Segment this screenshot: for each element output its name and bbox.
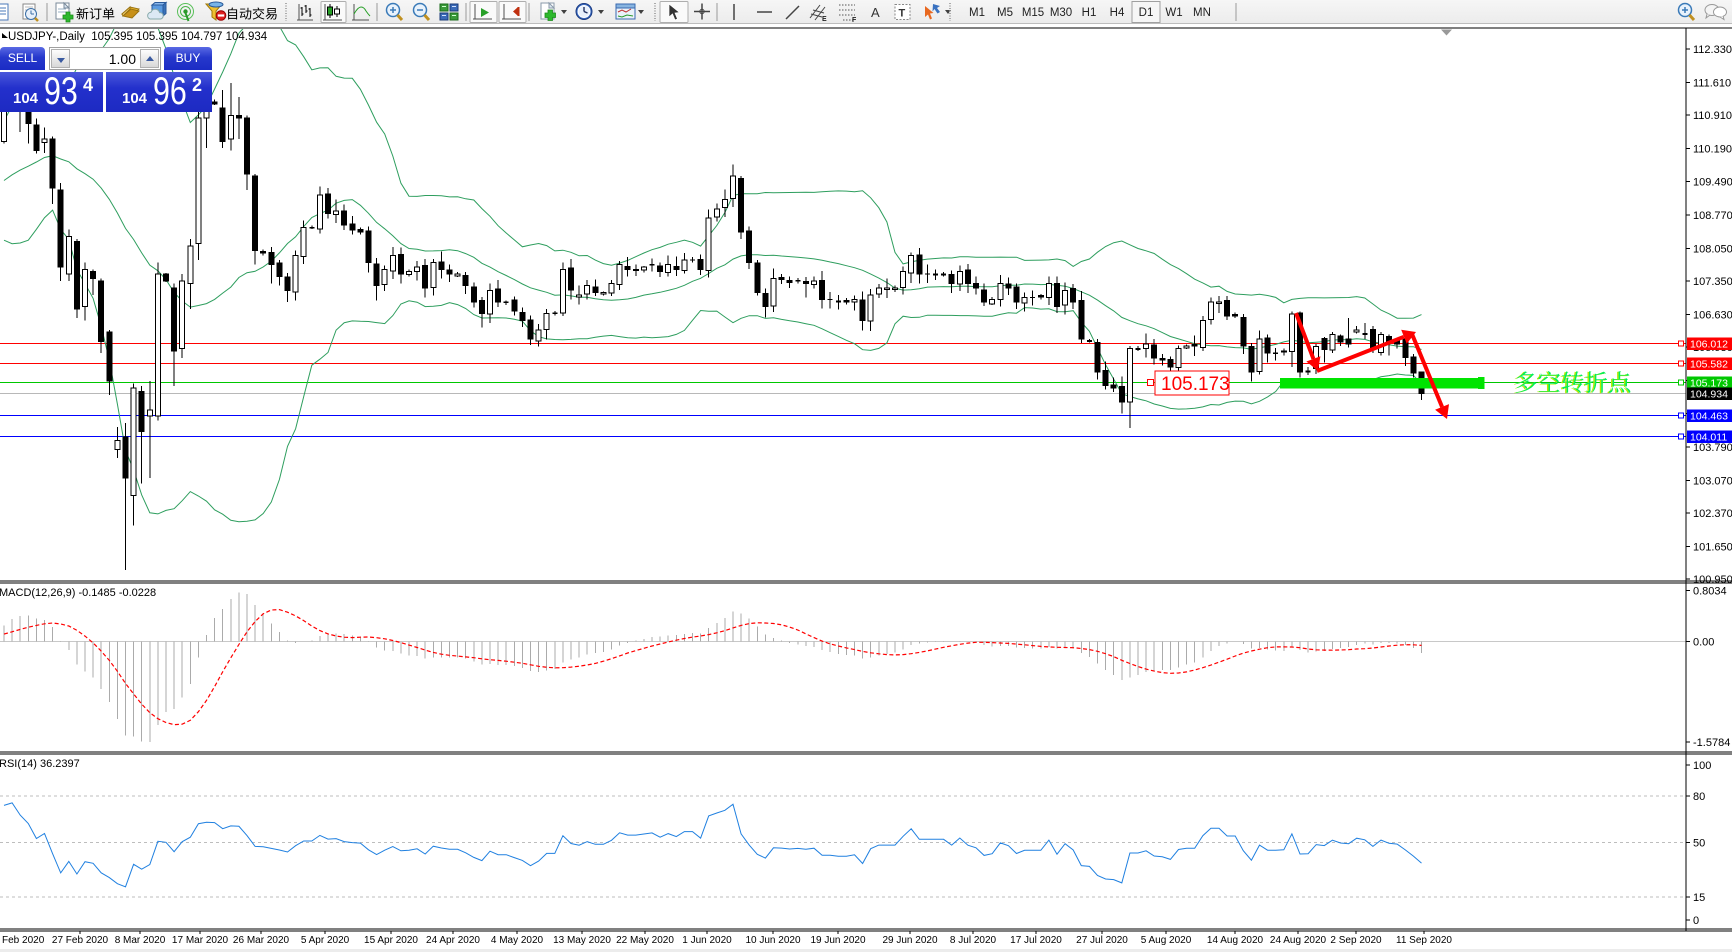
svg-text:107.350: 107.350 (1693, 276, 1732, 288)
svg-text:MACD(12,26,9) -0.1485 -0.0228: MACD(12,26,9) -0.1485 -0.0228 (0, 587, 156, 599)
svg-text:109.490: 109.490 (1693, 176, 1732, 188)
svg-text:M5: M5 (997, 7, 1013, 19)
svg-text:105.582: 105.582 (1690, 358, 1728, 370)
svg-text:26 Mar 2020: 26 Mar 2020 (233, 935, 290, 946)
svg-text:15: 15 (1693, 892, 1705, 904)
svg-text:112.330: 112.330 (1693, 44, 1732, 56)
svg-text:110.190: 110.190 (1693, 144, 1732, 156)
svg-text:108.050: 108.050 (1693, 243, 1732, 255)
svg-text:110.910: 110.910 (1693, 110, 1732, 122)
svg-text:A: A (871, 5, 880, 20)
svg-text:F: F (852, 17, 857, 24)
svg-text:MN: MN (1193, 7, 1211, 19)
svg-text:2 Sep 2020: 2 Sep 2020 (1330, 935, 1382, 946)
svg-text:103.790: 103.790 (1693, 442, 1732, 454)
svg-text:5 Aug 2020: 5 Aug 2020 (1141, 935, 1192, 946)
svg-text:1 Jun 2020: 1 Jun 2020 (682, 935, 732, 946)
svg-text:H1: H1 (1082, 7, 1097, 19)
svg-text:104.011: 104.011 (1690, 432, 1727, 444)
svg-text:8 Mar 2020: 8 Mar 2020 (115, 935, 166, 946)
svg-text:4 May 2020: 4 May 2020 (491, 935, 544, 946)
svg-text:RSI(14) 36.2397: RSI(14) 36.2397 (0, 758, 80, 770)
svg-text:105.173: 105.173 (1690, 377, 1728, 389)
svg-text:111.610: 111.610 (1693, 78, 1731, 90)
svg-text:27 Jul 2020: 27 Jul 2020 (1076, 935, 1128, 946)
svg-text:10 Jun 2020: 10 Jun 2020 (745, 935, 800, 946)
svg-text:80: 80 (1693, 791, 1705, 803)
svg-text:103.070: 103.070 (1693, 475, 1732, 487)
svg-text:M30: M30 (1050, 7, 1072, 19)
svg-text:101.650: 101.650 (1693, 542, 1732, 554)
svg-text:17 Mar 2020: 17 Mar 2020 (172, 935, 229, 946)
svg-text:Feb 2020: Feb 2020 (2, 935, 45, 946)
svg-text:105.173: 105.173 (1161, 374, 1230, 395)
svg-text:E: E (822, 16, 827, 23)
svg-text:24 Aug 2020: 24 Aug 2020 (1270, 935, 1327, 946)
svg-text:M15: M15 (1022, 7, 1044, 19)
svg-text:27 Feb 2020: 27 Feb 2020 (52, 935, 109, 946)
svg-text:106.012: 106.012 (1690, 338, 1728, 350)
svg-text:15 Apr 2020: 15 Apr 2020 (364, 935, 418, 946)
svg-text:106.630: 106.630 (1693, 310, 1732, 322)
svg-text:108.770: 108.770 (1693, 210, 1732, 222)
svg-text:W1: W1 (1165, 7, 1182, 19)
svg-text:M1: M1 (969, 7, 985, 19)
svg-text:USDJPY-,Daily 105.395 105.395: USDJPY-,Daily 105.395 105.395 104.797 10… (8, 31, 268, 43)
svg-text:0.8034: 0.8034 (1693, 586, 1727, 598)
svg-text:0: 0 (1693, 915, 1699, 927)
svg-text:50: 50 (1693, 838, 1705, 850)
svg-text:13 May 2020: 13 May 2020 (553, 935, 611, 946)
svg-text:T: T (899, 8, 906, 20)
svg-text:8 Jul 2020: 8 Jul 2020 (950, 935, 997, 946)
svg-text:H4: H4 (1110, 7, 1125, 19)
svg-text:100: 100 (1693, 760, 1711, 772)
svg-text:-1.5784: -1.5784 (1693, 737, 1730, 749)
svg-text:29 Jun 2020: 29 Jun 2020 (882, 935, 937, 946)
svg-text:14 Aug 2020: 14 Aug 2020 (1207, 935, 1264, 946)
svg-text:0.00: 0.00 (1693, 637, 1714, 649)
svg-text:104.463: 104.463 (1690, 411, 1728, 423)
svg-text:D1: D1 (1139, 7, 1154, 19)
svg-text:19 Jun 2020: 19 Jun 2020 (810, 935, 865, 946)
svg-text:104.934: 104.934 (1690, 389, 1728, 401)
svg-text:17 Jul 2020: 17 Jul 2020 (1010, 935, 1062, 946)
svg-text:100.950: 100.950 (1693, 574, 1732, 586)
svg-text:11 Sep 2020: 11 Sep 2020 (1396, 935, 1452, 946)
svg-text:22 May 2020: 22 May 2020 (616, 935, 674, 946)
svg-text:5 Apr 2020: 5 Apr 2020 (301, 935, 350, 946)
svg-text:102.370: 102.370 (1693, 508, 1732, 520)
svg-text:24 Apr 2020: 24 Apr 2020 (426, 935, 480, 946)
